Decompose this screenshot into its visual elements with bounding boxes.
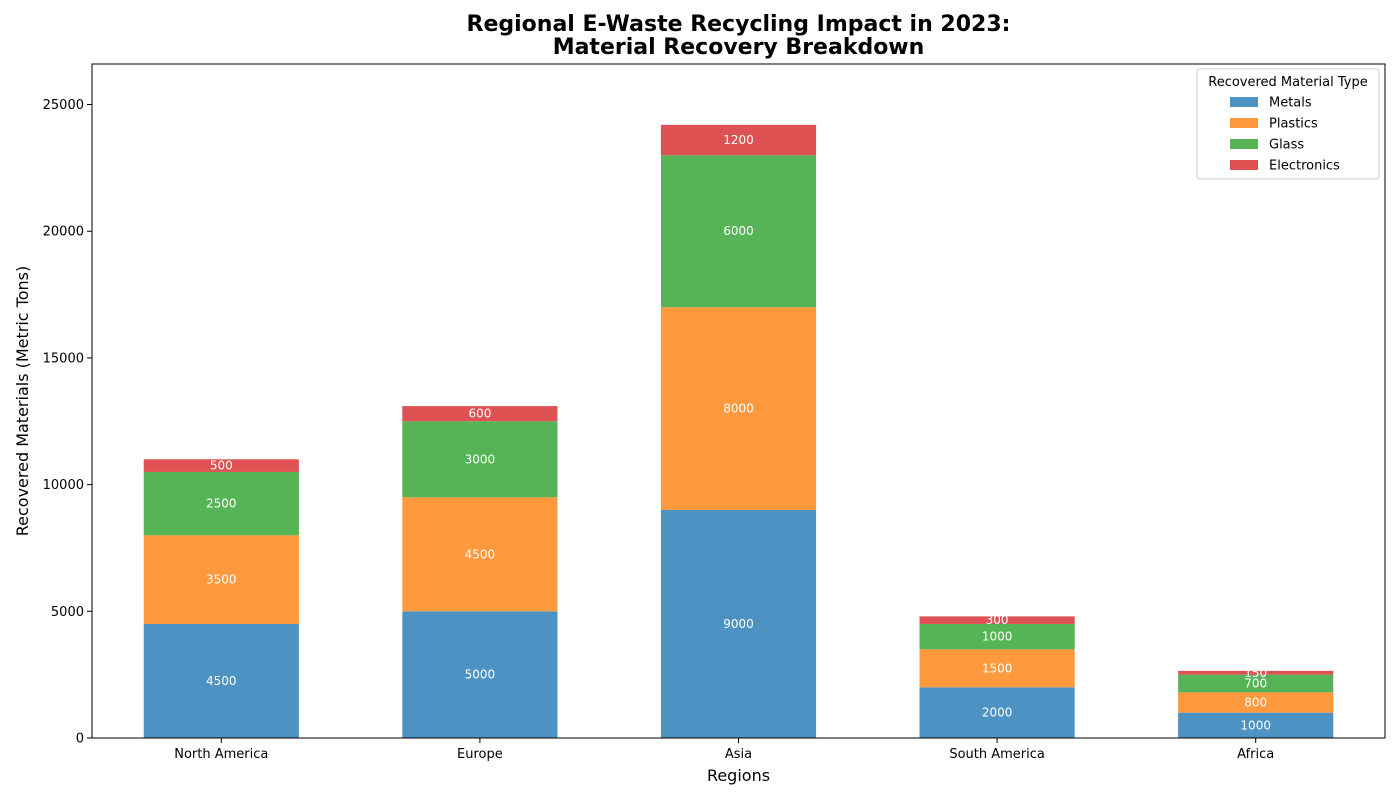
bar-value-label: 5000 (465, 668, 496, 682)
legend: Recovered Material Type Metals Plastics Gla… (1196, 68, 1380, 180)
bar-value-label: 3000 (465, 452, 496, 466)
x-tick-label: Asia (725, 747, 752, 762)
axes: 0 5000 10000 15000 20000 25000 North America Eu… (43, 63, 1386, 762)
bar-plastics-asia (660, 307, 817, 510)
chart-title-line-1: Regional E-Waste Recycling Impact in 202… (467, 12, 1011, 37)
bar-plastics-africa (1178, 692, 1334, 713)
y-axis-label: Recovered Materials (Metric Tons) (13, 266, 32, 537)
legend-swatch-glass (1230, 139, 1258, 149)
y-tick-label: 15000 (43, 351, 84, 366)
bar-metals-north-america (143, 623, 299, 738)
bar-glass-asia (660, 155, 817, 308)
bar-value-label: 2000 (982, 706, 1013, 720)
bar-value-label: 600 (468, 407, 491, 421)
bar-value-label: 500 (210, 459, 233, 473)
bar-metals-europe (402, 611, 558, 738)
bar-value-label: 1500 (982, 661, 1013, 675)
y-tick-label: 5000 (51, 605, 84, 620)
legend-label-glass: Glass (1269, 138, 1304, 153)
bar-value-label: 2500 (206, 497, 237, 511)
legend-swatch-electronics (1230, 160, 1258, 170)
chart-title-line-2: Material Recovery Breakdown (553, 35, 925, 60)
bar-electronics-south-america (919, 616, 1075, 624)
bar-plastics-north-america (143, 535, 299, 624)
bar-value-label: 4500 (465, 547, 496, 561)
x-tick-label: Africa (1237, 747, 1274, 762)
legend-label-metals: Metals (1269, 96, 1312, 111)
bar-electronics-africa (1178, 670, 1334, 675)
bar-glass-north-america (143, 471, 299, 536)
bar-value-label: 1000 (1240, 718, 1271, 732)
bar-value-label: 700 (1244, 677, 1267, 691)
y-tick-label: 10000 (43, 478, 84, 493)
x-tick-label: Europe (457, 747, 503, 762)
y-tick-label: 20000 (43, 225, 84, 240)
bar-glass-europe (402, 421, 558, 498)
bar-value-label: 6000 (723, 224, 754, 238)
y-tick-label: 0 (76, 732, 84, 747)
bar-value-label: 300 (986, 613, 1009, 627)
bar-metals-africa (1178, 712, 1334, 738)
legend-swatch-plastics (1230, 118, 1258, 128)
bar-value-label: 150 (1244, 666, 1267, 680)
bar-glass-africa (1178, 674, 1334, 693)
bar-plastics-europe (402, 497, 558, 612)
bar-glass-south-america (919, 623, 1075, 650)
bar-value-label: 1000 (982, 630, 1013, 644)
bar-value-label: 800 (1244, 696, 1267, 710)
bar-metals-asia (660, 509, 817, 738)
y-tick-label: 25000 (43, 98, 84, 113)
bar-value-label: 8000 (723, 402, 754, 416)
legend-label-plastics: Plastics (1269, 117, 1318, 132)
legend-swatch-metals (1230, 97, 1258, 107)
plot-area: 4500 3500 2500 500 5000 4500 3000 600 9000 8000 60… (143, 124, 1334, 738)
bar-value-label: 3500 (206, 573, 237, 587)
bar-value-label: 9000 (723, 617, 754, 631)
bar-value-label: 4500 (206, 674, 237, 688)
bar-electronics-europe (402, 406, 558, 422)
legend-box (1196, 68, 1380, 180)
x-tick-label: North America (174, 747, 268, 762)
bar-metals-south-america (919, 687, 1075, 738)
x-tick-label: South America (949, 747, 1045, 762)
bar-electronics-north-america (143, 459, 299, 472)
bar-value-label: 1200 (723, 133, 754, 147)
legend-label-electronics: Electronics (1269, 159, 1340, 174)
x-axis-label: Regions (707, 766, 770, 785)
bar-electronics-asia (660, 124, 817, 156)
bar-plastics-south-america (919, 649, 1075, 688)
legend-title: Recovered Material Type (1208, 75, 1368, 90)
